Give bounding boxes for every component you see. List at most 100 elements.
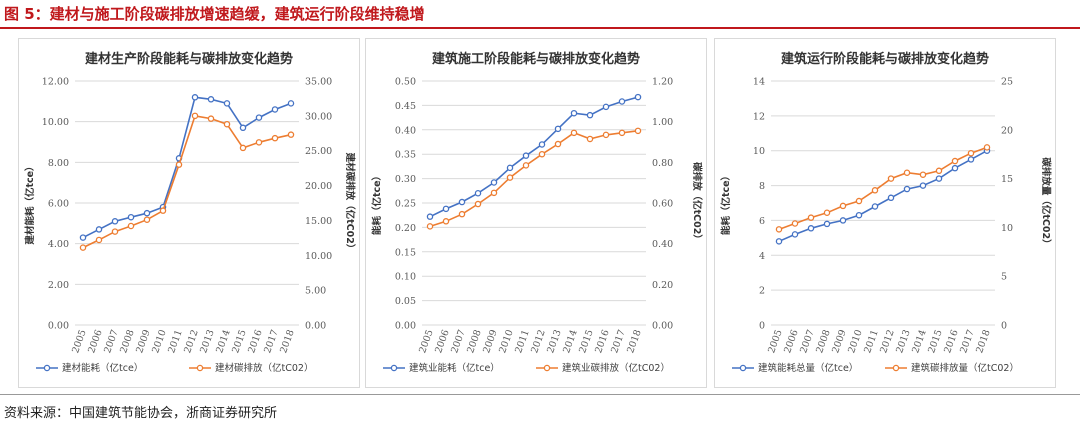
y-left-tick-label: 0 bbox=[759, 321, 765, 332]
y-left-tick-label: 0.00 bbox=[48, 321, 69, 332]
data-point-series-1 bbox=[426, 213, 434, 220]
source-note: 资料来源：中国建筑节能协会，浙商证券研究所 bbox=[4, 406, 278, 421]
y-left-axis-label: 能耗（亿tce） bbox=[720, 171, 732, 235]
legend-swatch-marker bbox=[196, 364, 204, 372]
y-right-tick-label: 5 bbox=[1001, 272, 1007, 283]
y-right-tick-label: 5.00 bbox=[305, 286, 326, 297]
data-point-series-1 bbox=[634, 93, 642, 101]
y-left-tick-label: 0.45 bbox=[395, 101, 416, 112]
chart-svg-operation: 建筑运行阶段能耗与碳排放变化趋势024681012140510152025200… bbox=[720, 51, 1052, 374]
y-left-tick-label: 0.50 bbox=[395, 77, 416, 88]
figure-title: 图 5：建材与施工阶段碳排放增速趋缓，建筑运行阶段维持稳增 bbox=[4, 5, 425, 23]
data-point-series-1 bbox=[490, 179, 498, 186]
data-point-series-1 bbox=[474, 189, 482, 197]
data-point-series-2 bbox=[207, 115, 215, 122]
data-point-series-1 bbox=[586, 111, 594, 119]
data-point-series-2 bbox=[935, 167, 943, 175]
y-left-tick-label: 0.10 bbox=[395, 272, 416, 283]
y-right-tick-label: 0.00 bbox=[652, 321, 673, 332]
data-point-series-2 bbox=[951, 157, 959, 165]
x-tick-label: 2018 bbox=[625, 328, 644, 354]
data-point-series-1 bbox=[951, 164, 959, 172]
data-point-series-2 bbox=[839, 202, 847, 210]
series-line-1 bbox=[429, 96, 639, 218]
y-right-tick-label: 0.80 bbox=[652, 158, 673, 169]
y-right-tick-label: 15.00 bbox=[305, 216, 332, 227]
y-left-tick-label: 0.30 bbox=[395, 174, 416, 185]
data-point-series-2 bbox=[271, 134, 279, 142]
y-right-tick-label: 30.00 bbox=[305, 111, 332, 122]
y-left-tick-label: 6 bbox=[759, 216, 765, 227]
x-tick-label: 2018 bbox=[278, 328, 297, 354]
y-left-tick-label: 2.00 bbox=[48, 280, 69, 291]
data-point-series-1 bbox=[522, 152, 530, 159]
y-right-tick-label: 0.60 bbox=[652, 199, 673, 210]
data-point-series-1 bbox=[823, 220, 831, 228]
data-point-series-2 bbox=[522, 162, 530, 169]
data-point-series-1 bbox=[223, 100, 231, 107]
y-left-tick-label: 0.40 bbox=[395, 125, 416, 136]
chart-panel-building-materials: 建材生产阶段能耗与碳排放变化趋势 0.00 2.00 4.00 6.00 8.00 10.0… bbox=[18, 38, 360, 388]
data-point-series-2 bbox=[602, 131, 610, 139]
data-point-series-1 bbox=[791, 231, 799, 238]
data-point-series-2 bbox=[586, 135, 594, 143]
data-point-series-2 bbox=[143, 216, 151, 223]
data-point-series-1 bbox=[775, 238, 783, 245]
y-right-tick-label: 25.00 bbox=[305, 146, 332, 157]
data-point-series-2 bbox=[426, 223, 434, 230]
y-right-tick-label: 10 bbox=[1001, 223, 1013, 234]
data-point-series-1 bbox=[602, 103, 610, 111]
y-right-tick-label: 15 bbox=[1001, 174, 1013, 185]
data-point-series-2 bbox=[239, 144, 247, 152]
y-left-tick-label: 8 bbox=[759, 181, 765, 192]
y-right-tick-label: 1.00 bbox=[652, 117, 673, 128]
y-left-tick-label: 12 bbox=[753, 111, 765, 122]
data-point-series-2 bbox=[871, 187, 879, 194]
y-left-tick-label: 0.00 bbox=[395, 321, 416, 332]
data-point-series-1 bbox=[111, 218, 119, 225]
y-left-tick-label: 10.00 bbox=[42, 117, 69, 128]
data-point-series-1 bbox=[79, 234, 87, 241]
series-line-2 bbox=[82, 114, 292, 249]
data-point-series-1 bbox=[207, 96, 215, 103]
legend-label: 建筑碳排放量（亿tC02） bbox=[911, 362, 1019, 374]
y-left-tick-label: 4 bbox=[759, 251, 765, 262]
chart-title: 建筑运行阶段能耗与碳排放变化趋势 bbox=[781, 51, 989, 67]
data-point-series-2 bbox=[807, 214, 815, 221]
y-right-tick-label: 0 bbox=[1001, 321, 1007, 332]
y-left-tick-label: 6.00 bbox=[48, 199, 69, 210]
data-point-series-1 bbox=[887, 194, 895, 202]
chart-title: 建材生产阶段能耗与碳排放变化趋势 bbox=[85, 51, 293, 67]
data-point-series-1 bbox=[458, 198, 466, 206]
data-point-series-2 bbox=[919, 171, 927, 178]
data-point-series-2 bbox=[79, 244, 87, 251]
legend-swatch-marker bbox=[390, 364, 398, 372]
data-point-series-2 bbox=[490, 189, 498, 197]
data-point-series-2 bbox=[111, 228, 119, 235]
legend-label: 建材碳排放（亿tC02） bbox=[215, 362, 313, 374]
y-right-tick-label: 0.40 bbox=[652, 239, 673, 250]
data-point-series-2 bbox=[983, 144, 991, 151]
data-point-series-2 bbox=[191, 112, 199, 120]
data-point-series-1 bbox=[871, 203, 879, 210]
data-point-series-2 bbox=[823, 209, 831, 217]
data-point-series-2 bbox=[95, 236, 103, 244]
data-point-series-2 bbox=[506, 174, 514, 181]
data-point-series-1 bbox=[255, 114, 263, 121]
data-point-series-2 bbox=[255, 139, 263, 146]
x-tick-label: 2018 bbox=[974, 328, 993, 354]
data-point-series-1 bbox=[442, 205, 450, 213]
y-left-tick-label: 0.35 bbox=[395, 150, 416, 161]
y-left-tick-label: 0.20 bbox=[395, 223, 416, 234]
y-right-tick-label: 35.00 bbox=[305, 77, 332, 88]
y-right-tick-label: 20 bbox=[1001, 125, 1013, 136]
data-point-series-2 bbox=[634, 127, 642, 135]
legend-swatch-marker bbox=[43, 364, 51, 372]
data-point-series-1 bbox=[807, 225, 815, 232]
data-point-series-1 bbox=[919, 182, 927, 189]
data-point-series-1 bbox=[839, 217, 847, 224]
y-right-tick-label: 0.00 bbox=[305, 321, 326, 332]
data-point-series-2 bbox=[903, 169, 911, 176]
data-point-series-2 bbox=[175, 161, 183, 168]
chart-panel-construction: 建筑施工阶段能耗与碳排放变化趋势 0.00 0.05 0.10 0.15 0.20 0.25… bbox=[365, 38, 707, 388]
